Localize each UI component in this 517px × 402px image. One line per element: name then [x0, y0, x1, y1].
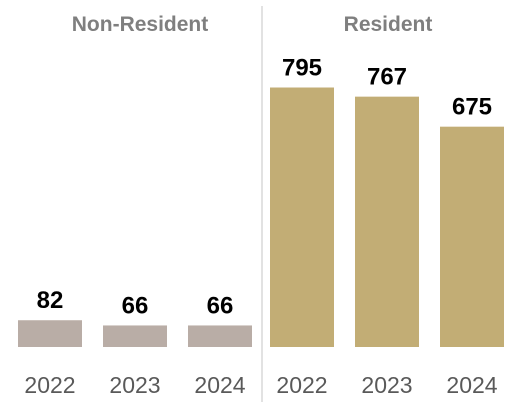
- x-tick-label: 2022: [276, 372, 327, 398]
- data-label: 675: [452, 94, 492, 121]
- x-tick-label: 2023: [361, 372, 412, 398]
- data-label: 66: [122, 292, 149, 319]
- data-label: 767: [367, 64, 407, 91]
- bar: [188, 325, 252, 347]
- bar: [440, 126, 504, 348]
- x-tick-label: 2024: [194, 372, 245, 398]
- data-label: 82: [37, 287, 64, 314]
- bar: [355, 96, 419, 347]
- panel-title: Resident: [344, 13, 433, 36]
- data-label: 66: [207, 292, 234, 319]
- x-tick-label: 2023: [109, 372, 160, 398]
- panel-title: Non-Resident: [72, 13, 209, 36]
- data-label: 795: [282, 55, 322, 82]
- bar: [103, 325, 167, 347]
- x-tick-label: 2022: [24, 372, 75, 398]
- x-tick-label: 2024: [446, 372, 497, 398]
- bar: [18, 320, 82, 347]
- bar: [270, 87, 334, 348]
